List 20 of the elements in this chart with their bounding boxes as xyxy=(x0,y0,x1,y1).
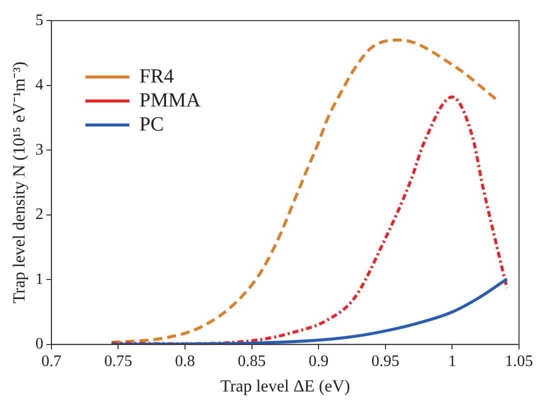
x-tick-label: 0.75 xyxy=(104,353,132,370)
y-tick-label: 5 xyxy=(35,12,44,29)
x-tick-label: 1.05 xyxy=(505,353,533,370)
x-tick-label: 0.85 xyxy=(238,353,266,370)
x-tick-label: 0.9 xyxy=(308,353,329,370)
x-tick-label: 1 xyxy=(448,353,456,370)
y-tick-label: 0 xyxy=(35,336,44,353)
legend-label: PC xyxy=(139,113,164,136)
x-tick-label: 0.8 xyxy=(175,353,195,370)
x-tick-label: 0.7 xyxy=(41,353,62,370)
y-tick-label: 1 xyxy=(35,270,44,288)
line-series xyxy=(110,277,508,344)
y-tick-label: 4 xyxy=(35,76,44,94)
y-tick-label: 3 xyxy=(35,141,44,158)
y-axis-title: Trap level density N (10¹⁵ eV⁻¹m⁻³) xyxy=(10,62,29,304)
x-axis-title: Trap level ΔE (eV) xyxy=(220,376,350,396)
y-tick-label: 2 xyxy=(35,206,44,224)
x-tick-label: 0.95 xyxy=(371,353,400,370)
legend-label: FR4 xyxy=(139,65,174,88)
legend-label: PMMA xyxy=(139,89,202,112)
